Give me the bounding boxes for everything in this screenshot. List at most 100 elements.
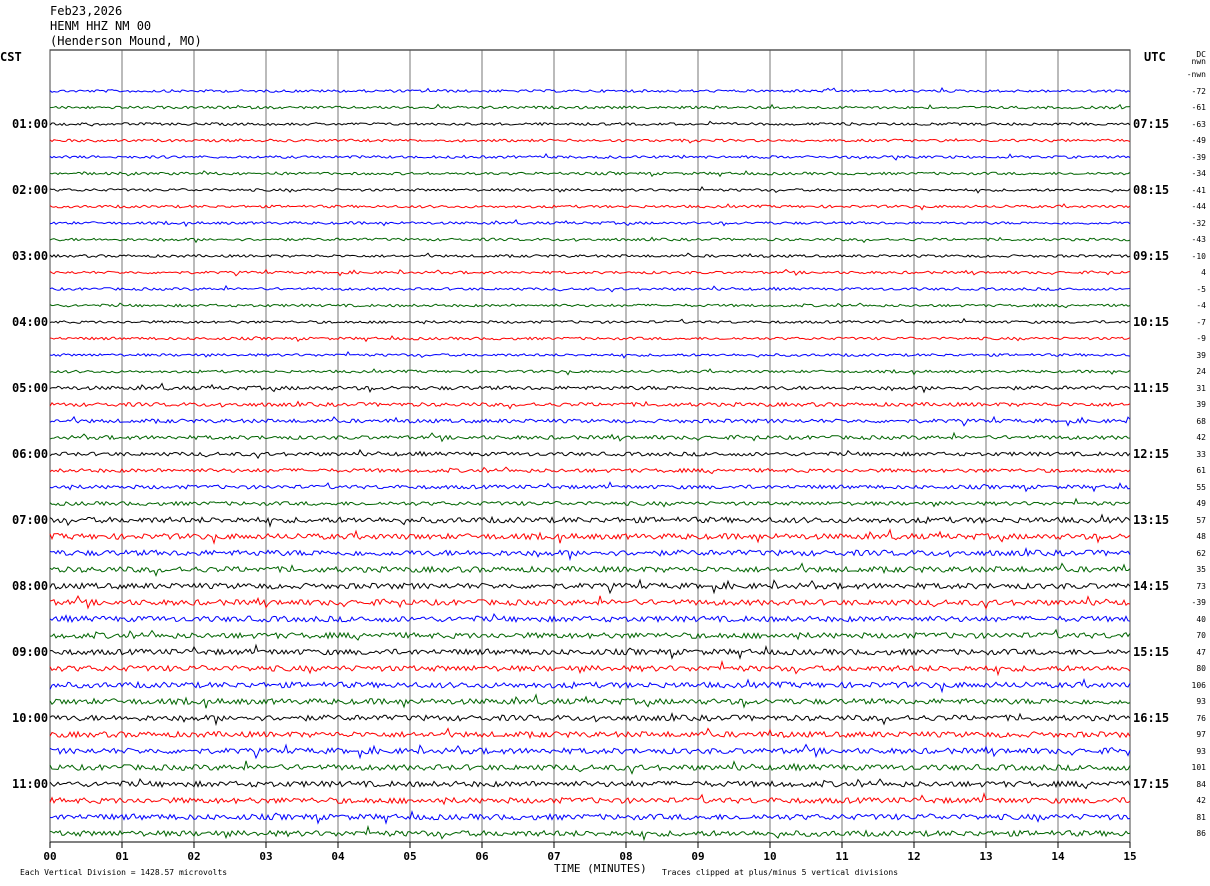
x-tick-label-08: 08: [619, 850, 633, 863]
dc-header-line1: DC: [1196, 50, 1206, 59]
cst-label-08:00: 08:00: [12, 579, 49, 593]
x-tick-label-15: 15: [1123, 850, 1137, 863]
dc-offset-20: 31: [1196, 383, 1206, 393]
trace-27: [49, 513, 1131, 528]
clip-note: Traces clipped at plus/minus 5 vertical …: [662, 868, 899, 877]
cst-label-02:00: 02:00: [12, 183, 49, 197]
trace-12: [49, 268, 1131, 277]
right-timezone-label: UTC: [1144, 50, 1166, 64]
utc-label-07:15: 07:15: [1133, 117, 1170, 131]
trace-9: [49, 219, 1131, 228]
dc-offset-7: -34: [1191, 169, 1206, 178]
utc-label-17:15: 17:15: [1133, 777, 1170, 791]
dc-offset-14: -5: [1196, 284, 1206, 294]
cst-label-05:00: 05:00: [12, 381, 49, 395]
dc-offset-1: -nwn: [1186, 70, 1206, 79]
utc-label-13:15: 13:15: [1133, 513, 1170, 527]
scale-note: Each Vertical Division = 1428.57 microvo…: [20, 868, 228, 877]
trace-32: [49, 595, 1131, 610]
utc-label-09:15: 09:15: [1133, 249, 1170, 263]
trace-34: [49, 628, 1131, 641]
utc-label-12:15: 12:15: [1133, 447, 1170, 461]
trace-25: [49, 481, 1131, 493]
x-tick-label-12: 12: [907, 850, 921, 863]
trace-29: [49, 546, 1131, 562]
dc-offset-38: 106: [1191, 680, 1206, 690]
plot-frame: [49, 49, 1131, 843]
trace-10: [49, 236, 1131, 244]
cst-label-07:00: 07:00: [12, 513, 49, 527]
header-location: (Henderson Mound, MO): [50, 34, 202, 48]
dc-offset-27: 49: [1196, 499, 1206, 508]
dc-offset-35: 70: [1196, 631, 1206, 640]
trace-45: [49, 809, 1131, 825]
dc-offset-9: -44: [1191, 202, 1206, 211]
dc-offset-43: 101: [1191, 763, 1206, 772]
x-tick-label-02: 02: [187, 850, 201, 863]
header-date: Feb23,2026: [50, 4, 123, 18]
trace-19: [49, 382, 1131, 394]
cst-label-09:00: 09:00: [12, 645, 49, 659]
trace-44: [49, 791, 1131, 806]
dc-offset-26: 55: [1196, 482, 1206, 492]
dc-offset-47: 86: [1196, 829, 1206, 838]
utc-label-14:15: 14:15: [1133, 579, 1170, 593]
cst-label-04:00: 04:00: [12, 315, 49, 329]
dc-offset-41: 97: [1196, 730, 1206, 739]
dc-offset-19: 24: [1196, 367, 1206, 376]
x-tick-label-11: 11: [835, 850, 849, 863]
dc-offset-12: -10: [1191, 251, 1206, 261]
cst-label-11:00: 11:00: [12, 777, 49, 791]
trace-23: [49, 448, 1131, 460]
dc-offset-28: 57: [1196, 515, 1206, 525]
trace-20: [49, 400, 1131, 410]
dc-offset-44: 84: [1196, 779, 1206, 789]
trace-22: [49, 431, 1131, 443]
utc-label-11:15: 11:15: [1133, 381, 1170, 395]
x-tick-label-10: 10: [763, 850, 777, 863]
dc-offset-22: 68: [1196, 416, 1206, 426]
trace-7: [49, 185, 1131, 194]
cst-label-10:00: 10:00: [12, 711, 49, 725]
x-axis-label: TIME (MINUTES): [554, 862, 647, 875]
dc-offset-33: -39: [1191, 598, 1206, 607]
trace-15: [49, 317, 1131, 325]
x-tick-label-07: 07: [547, 850, 561, 863]
trace-39: [49, 711, 1131, 727]
dc-offset-24: 33: [1196, 449, 1206, 459]
dc-offset-15: -4: [1196, 301, 1206, 310]
trace-40: [49, 727, 1131, 740]
dc-offset-6: -39: [1191, 152, 1206, 162]
trace-31: [49, 578, 1131, 595]
trace-28: [49, 528, 1131, 545]
trace-6: [49, 170, 1131, 178]
trace-16: [49, 335, 1131, 343]
trace-24: [49, 466, 1131, 475]
x-tick-label-01: 01: [115, 850, 129, 863]
trace-11: [49, 252, 1131, 259]
trace-41: [49, 743, 1131, 760]
trace-38: [49, 693, 1131, 709]
dc-offset-42: 93: [1196, 746, 1206, 756]
dc-offset-21: 39: [1196, 400, 1206, 409]
x-tick-label-04: 04: [331, 850, 345, 863]
dc-offset-2: -72: [1191, 86, 1206, 96]
dc-offset-30: 62: [1196, 548, 1206, 558]
trace-17: [49, 350, 1131, 359]
dc-offset-4: -63: [1191, 119, 1206, 129]
utc-label-16:15: 16:15: [1133, 711, 1170, 725]
x-tick-label-14: 14: [1051, 850, 1065, 863]
trace-14: [49, 302, 1131, 309]
dc-offset-45: 42: [1196, 796, 1206, 805]
x-tick-label-05: 05: [403, 850, 417, 863]
x-tick-label-00: 00: [43, 850, 57, 863]
dc-offset-5: -49: [1191, 136, 1206, 145]
utc-label-10:15: 10:15: [1133, 315, 1170, 329]
dc-offset-29: 48: [1196, 532, 1206, 541]
left-timezone-label: CST: [0, 50, 22, 64]
header-station: HENM HHZ NM 00: [50, 19, 152, 33]
dc-offset-37: 80: [1196, 664, 1206, 673]
cst-label-01:00: 01:00: [12, 117, 49, 131]
utc-label-15:15: 15:15: [1133, 645, 1170, 659]
